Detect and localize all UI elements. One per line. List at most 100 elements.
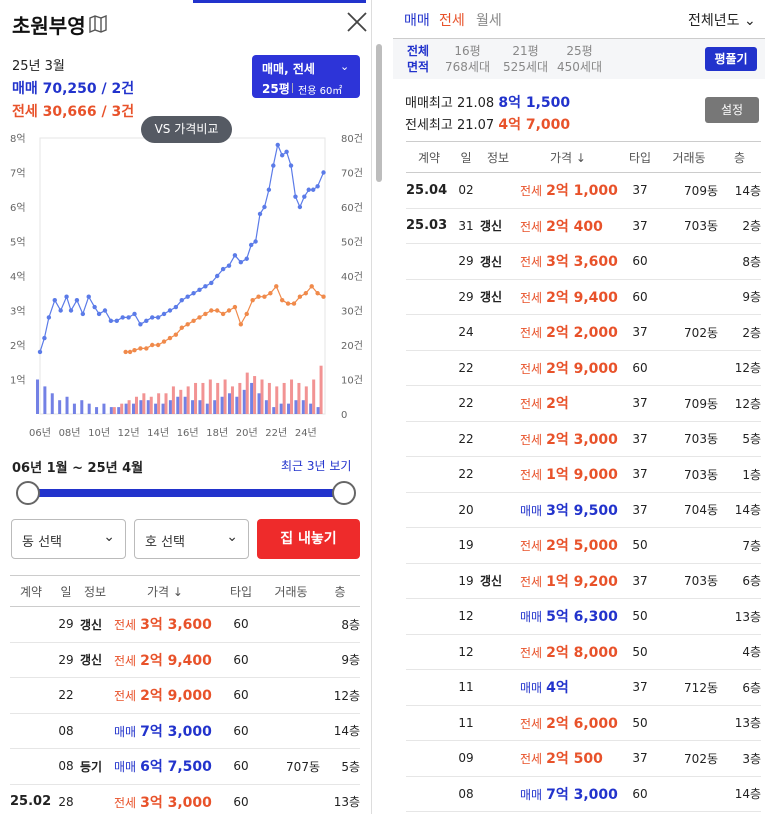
table-row[interactable]: 29 갱신 전세 3억 3,600 60 8층 [406,243,761,280]
contract-day: 20 [452,492,480,528]
table-row[interactable]: 24 전세 2억 2,000 37 702동 2층 [406,314,761,351]
table-row[interactable]: 08 등기 매매 6억 7,500 60 707동 5층 [10,748,360,785]
area-option-bottom: 450세대 [557,60,602,74]
scrollbar-thumb[interactable] [376,44,382,182]
contract-month [10,713,52,749]
table-row[interactable]: 22 전세 2억 9,000 60 12층 [10,677,360,714]
unit-size: 37 [620,208,660,244]
building-number: 709동 [660,172,718,209]
range-end-handle[interactable] [332,481,356,505]
series-line-jeonse [125,285,324,353]
contract-month [406,350,452,386]
volume-bar-sale [102,403,106,414]
max-jeonse-label: 전세최고 [405,118,453,133]
table-row[interactable]: 08 매매 7억 3,000 60 14층 [406,776,761,812]
divider [292,83,293,93]
area-option-all[interactable]: 전체 면적 [407,43,429,75]
data-point-jeonse [238,322,244,327]
contract-month [406,314,452,351]
area-option-25[interactable]: 25평 450세대 [557,43,602,75]
ho-select[interactable]: 호 선택 ⌄ [134,519,249,559]
table-row[interactable]: 22 전세 2억 3,000 37 703동 5층 [406,421,761,457]
contract-day: 28 [52,784,80,814]
table-row[interactable]: 19 전세 2억 5,000 50 7층 [406,527,761,564]
tab-monthly[interactable]: 월세 [476,13,502,29]
volume-bar-sale [43,386,47,414]
building-number [660,243,718,280]
table-row[interactable]: 19 갱신 전세 1억 9,200 37 703동 6층 [406,563,761,599]
range-slider-track[interactable] [28,489,344,497]
data-point-jeonse [291,301,297,306]
deal-price: 매매 7억 3,000 [516,776,620,812]
price-value: 6억 7,500 [140,759,212,776]
dong-select[interactable]: 동 선택 ⌄ [11,519,126,559]
floor: 12층 [718,350,761,386]
close-icon[interactable] [346,11,368,33]
recent-3y-link[interactable]: 최근 3년 보기 [281,459,352,473]
table-row[interactable]: 29 갱신 전세 2억 9,400 60 9층 [406,279,761,315]
building-number: 703동 [660,456,718,493]
data-point-sale [297,204,303,210]
series-line-sale [39,142,325,353]
y-tick-right: 70건 [341,168,363,180]
table-row[interactable]: 11 매매 4억 37 712동 6층 [406,669,761,706]
settings-button[interactable]: 설정 [705,97,759,123]
area-option-16[interactable]: 16평 768세대 [445,43,490,75]
deal-type: 전세 [114,618,137,633]
deal-type: 전세 [520,645,543,660]
table-row[interactable]: 25.02 28 전세 3억 3,000 60 13층 [10,784,360,814]
vs-compare-button[interactable]: VS 가격비교 [141,116,232,143]
table-row[interactable]: 29 갱신 전세 3억 3,600 60 8층 [10,606,360,643]
table-row[interactable]: 08 매매 7억 3,000 60 14층 [10,713,360,749]
contract-month [406,740,452,777]
data-point-jeonse [132,347,137,353]
pyeong-toggle-button[interactable]: 평풀기 [705,47,757,71]
contract-month [406,492,452,528]
data-point-sale [238,260,244,265]
floor: 6층 [718,669,761,706]
ho-select-label: 호 선택 [145,535,186,550]
tab-sale[interactable]: 매매 [404,13,430,29]
deal-info [480,669,516,706]
data-point-sale [58,308,63,313]
price-value: 3억 9,500 [546,502,618,519]
table-row[interactable]: 29 갱신 전세 2억 9,400 60 9층 [10,642,360,678]
tab-jeonse[interactable]: 전세 [439,13,465,29]
table-row[interactable]: 11 전세 2억 6,000 50 13층 [406,705,761,741]
building-number: 703동 [660,563,718,599]
area-option-bottom: 768세대 [445,60,490,74]
table-row[interactable]: 25.04 02 전세 2억 1,000 37 709동 14층 [406,172,761,209]
map-icon[interactable] [89,15,107,33]
volume-bar-sale [301,400,305,414]
table-row[interactable]: 22 전세 2억 9,000 60 12층 [406,350,761,386]
y-tick-left: 2억 [10,340,26,352]
table-row[interactable]: 22 전세 2억 37 709동 12층 [406,385,761,422]
table-row[interactable]: 22 전세 1억 9,000 37 703동 1층 [406,456,761,493]
table-row[interactable]: 12 전세 2억 8,000 50 4층 [406,634,761,670]
column-header[interactable]: 가격 ↓ [516,141,620,173]
year-select[interactable]: 전체년도 ⌄ [688,10,756,30]
unit-size: 37 [620,492,660,528]
range-start-handle[interactable] [16,481,40,505]
building-number: 703동 [660,208,718,244]
price-value: 1억 9,000 [546,467,618,484]
data-point-sale [108,318,114,324]
x-tick: 14년 [147,427,169,439]
column-header[interactable]: 가격 ↓ [110,575,220,607]
table-row[interactable]: 09 전세 2억 500 37 702동 3층 [406,740,761,777]
floor: 13층 [718,598,761,635]
volume-bar-sale [139,400,143,414]
deal-price: 전세 3억 3,600 [110,606,220,643]
type-filter-button[interactable]: 매매, 전세 ⌄ 25평 전용 60㎡ [252,55,360,98]
table-row[interactable]: 12 매매 5억 6,300 50 13층 [406,598,761,635]
deal-price: 전세 2억 8,000 [516,634,620,670]
table-row[interactable]: 20 매매 3억 9,500 37 704동 14층 [406,492,761,528]
area-option-21[interactable]: 21평 525세대 [503,43,548,75]
deal-price: 전세 2억 3,000 [516,421,620,457]
volume-bar-jeonse [120,403,124,414]
data-point-sale [185,294,190,299]
list-house-button[interactable]: 집 내놓기 [257,519,360,559]
column-header: 층 [718,141,761,173]
contract-day: 19 [452,563,480,599]
table-row[interactable]: 25.03 31 갱신 전세 2억 400 37 703동 2층 [406,208,761,244]
